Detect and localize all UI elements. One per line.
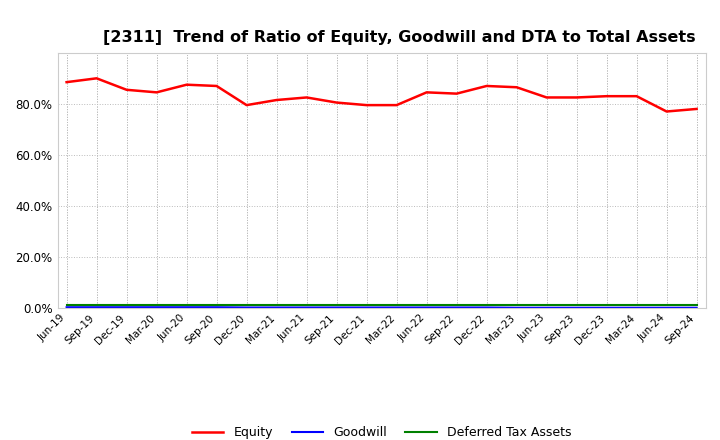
Deferred Tax Assets <box>182 303 191 308</box>
Deferred Tax Assets <box>602 303 611 308</box>
Line: Equity: Equity <box>66 78 697 111</box>
Deferred Tax Assets <box>482 303 491 308</box>
Equity <box>242 103 251 108</box>
Deferred Tax Assets <box>513 303 521 308</box>
Equity <box>572 95 581 100</box>
Deferred Tax Assets <box>392 303 401 308</box>
Goodwill <box>242 305 251 310</box>
Goodwill <box>693 305 701 310</box>
Text: [2311]  Trend of Ratio of Equity, Goodwill and DTA to Total Assets: [2311] Trend of Ratio of Equity, Goodwil… <box>103 29 696 45</box>
Goodwill <box>422 305 431 310</box>
Equity <box>333 100 341 105</box>
Goodwill <box>572 305 581 310</box>
Goodwill <box>62 304 71 310</box>
Deferred Tax Assets <box>632 303 641 308</box>
Deferred Tax Assets <box>302 303 311 308</box>
Equity <box>662 109 671 114</box>
Goodwill <box>392 305 401 310</box>
Deferred Tax Assets <box>92 303 101 308</box>
Equity <box>602 94 611 99</box>
Goodwill <box>302 305 311 310</box>
Deferred Tax Assets <box>542 303 551 308</box>
Equity <box>362 103 371 108</box>
Goodwill <box>542 305 551 310</box>
Deferred Tax Assets <box>452 303 461 308</box>
Goodwill <box>333 305 341 310</box>
Deferred Tax Assets <box>693 303 701 308</box>
Goodwill <box>182 304 191 310</box>
Equity <box>62 80 71 85</box>
Goodwill <box>513 305 521 310</box>
Equity <box>182 82 191 87</box>
Equity <box>513 84 521 90</box>
Equity <box>212 83 221 88</box>
Legend: Equity, Goodwill, Deferred Tax Assets: Equity, Goodwill, Deferred Tax Assets <box>187 422 576 440</box>
Equity <box>92 76 101 81</box>
Equity <box>452 91 461 96</box>
Goodwill <box>153 304 161 310</box>
Deferred Tax Assets <box>153 303 161 308</box>
Deferred Tax Assets <box>242 303 251 308</box>
Goodwill <box>212 304 221 310</box>
Deferred Tax Assets <box>62 303 71 308</box>
Equity <box>693 106 701 112</box>
Goodwill <box>362 305 371 310</box>
Deferred Tax Assets <box>422 303 431 308</box>
Equity <box>632 94 641 99</box>
Deferred Tax Assets <box>122 303 131 308</box>
Goodwill <box>602 305 611 310</box>
Goodwill <box>482 305 491 310</box>
Equity <box>542 95 551 100</box>
Goodwill <box>632 305 641 310</box>
Equity <box>422 90 431 95</box>
Equity <box>272 97 281 103</box>
Deferred Tax Assets <box>362 303 371 308</box>
Equity <box>122 87 131 92</box>
Deferred Tax Assets <box>662 303 671 308</box>
Equity <box>153 90 161 95</box>
Goodwill <box>272 305 281 310</box>
Deferred Tax Assets <box>272 303 281 308</box>
Equity <box>302 95 311 100</box>
Line: Goodwill: Goodwill <box>66 307 697 308</box>
Goodwill <box>122 304 131 310</box>
Equity <box>482 83 491 88</box>
Deferred Tax Assets <box>572 303 581 308</box>
Goodwill <box>92 304 101 310</box>
Goodwill <box>452 305 461 310</box>
Deferred Tax Assets <box>333 303 341 308</box>
Deferred Tax Assets <box>212 303 221 308</box>
Goodwill <box>662 305 671 310</box>
Equity <box>392 103 401 108</box>
